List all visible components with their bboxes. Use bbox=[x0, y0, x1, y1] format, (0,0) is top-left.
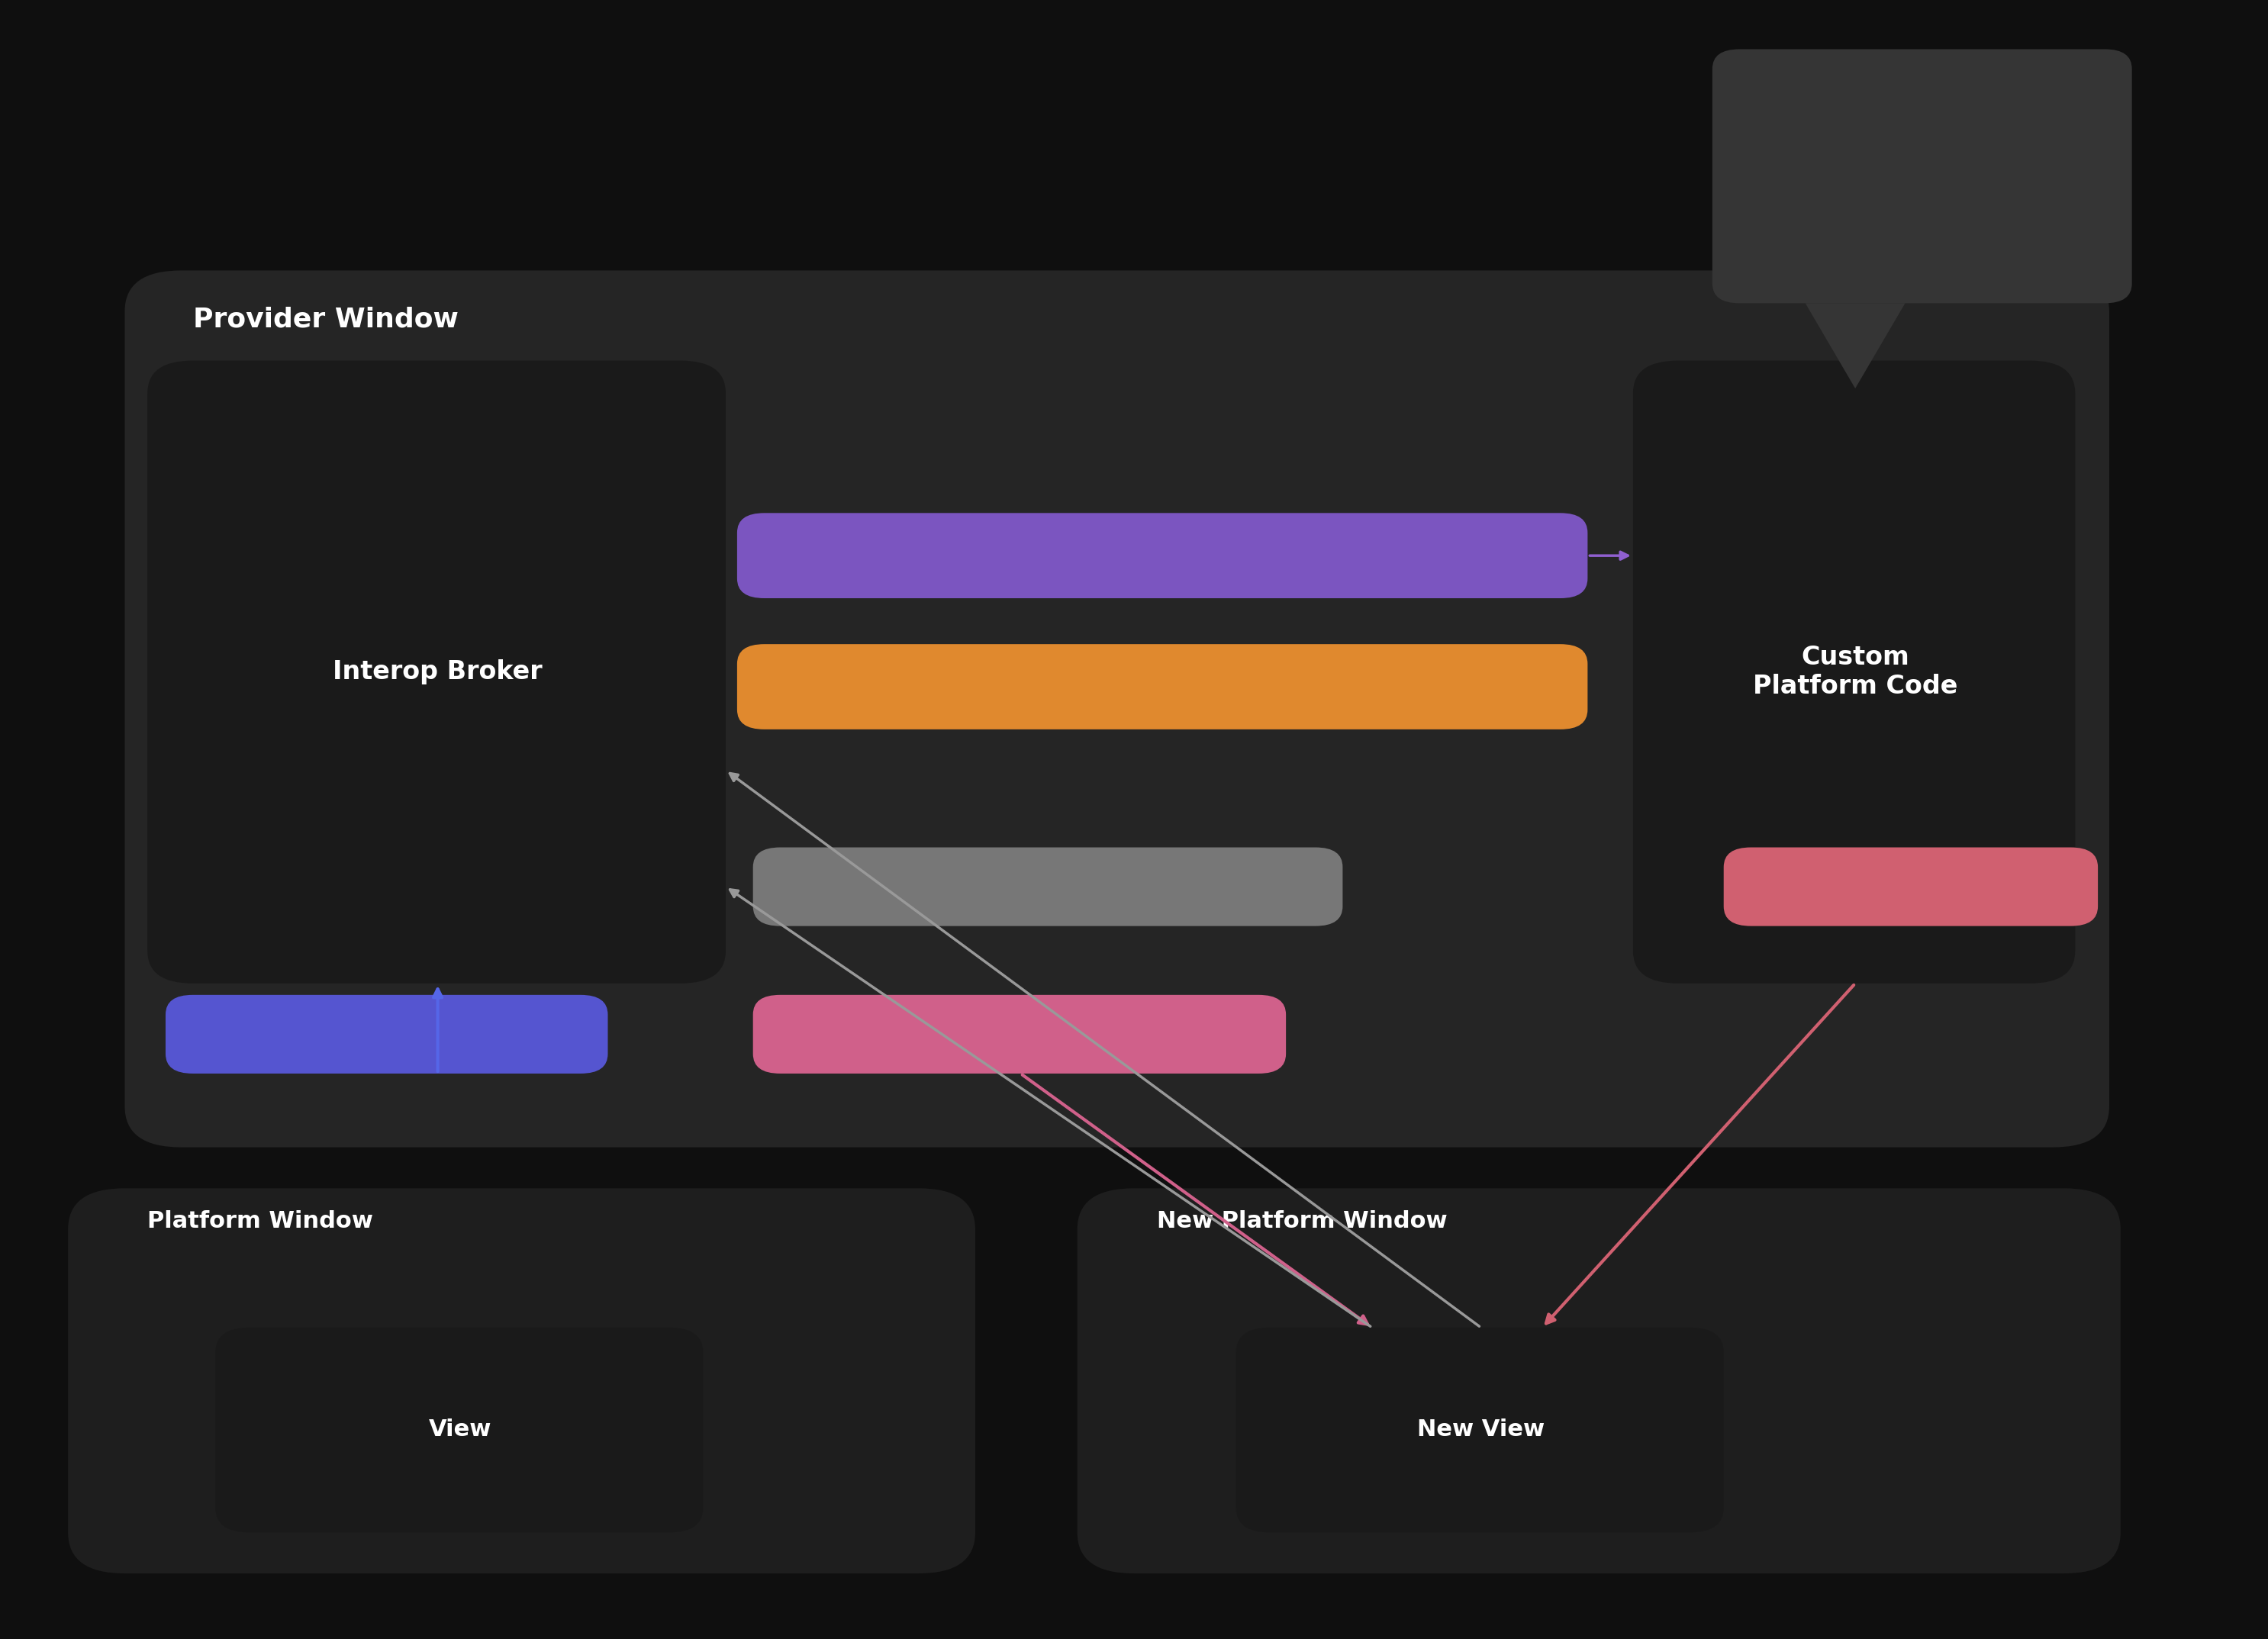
Polygon shape bbox=[1805, 303, 1905, 388]
Text: Platform Window: Platform Window bbox=[147, 1210, 374, 1233]
Text: 4. Create View: 4. Create View bbox=[1833, 877, 1991, 897]
Text: New View: New View bbox=[1418, 1418, 1545, 1441]
FancyBboxPatch shape bbox=[753, 847, 1343, 926]
FancyBboxPatch shape bbox=[166, 995, 608, 1074]
Text: 6.  registerIntentHandler: 6. registerIntentHandler bbox=[912, 877, 1184, 897]
Text: 5. InteropBroker.setIntentTarget: 5. InteropBroker.setIntentTarget bbox=[989, 677, 1338, 697]
Text: View: View bbox=[429, 1418, 492, 1441]
Text: Provider Window: Provider Window bbox=[193, 306, 458, 333]
FancyBboxPatch shape bbox=[1077, 1188, 2121, 1573]
Text: 3. Prompt
User For
App Choice: 3. Prompt User For App Choice bbox=[1853, 139, 1994, 211]
FancyBboxPatch shape bbox=[68, 1188, 975, 1573]
FancyBboxPatch shape bbox=[1712, 49, 2132, 303]
FancyBboxPatch shape bbox=[1724, 847, 2098, 926]
Text: 7. Pass Intent to View: 7. Pass Intent to View bbox=[903, 1024, 1139, 1044]
Text: New Platform Window: New Platform Window bbox=[1157, 1210, 1447, 1233]
Text: 2. InteropBroker.handleFiredIntent: 2. InteropBroker.handleFiredIntent bbox=[975, 546, 1352, 565]
FancyBboxPatch shape bbox=[753, 995, 1286, 1074]
FancyBboxPatch shape bbox=[147, 361, 726, 983]
FancyBboxPatch shape bbox=[1633, 361, 2075, 983]
FancyBboxPatch shape bbox=[1236, 1328, 1724, 1532]
Text: Custom
Platform Code: Custom Platform Code bbox=[1753, 644, 1957, 700]
FancyBboxPatch shape bbox=[737, 513, 1588, 598]
FancyBboxPatch shape bbox=[737, 644, 1588, 729]
FancyBboxPatch shape bbox=[215, 1328, 703, 1532]
Text: 1. fireIntent: 1. fireIntent bbox=[315, 1023, 460, 1046]
Text: Interop Broker: Interop Broker bbox=[333, 659, 542, 685]
FancyBboxPatch shape bbox=[125, 270, 2109, 1147]
